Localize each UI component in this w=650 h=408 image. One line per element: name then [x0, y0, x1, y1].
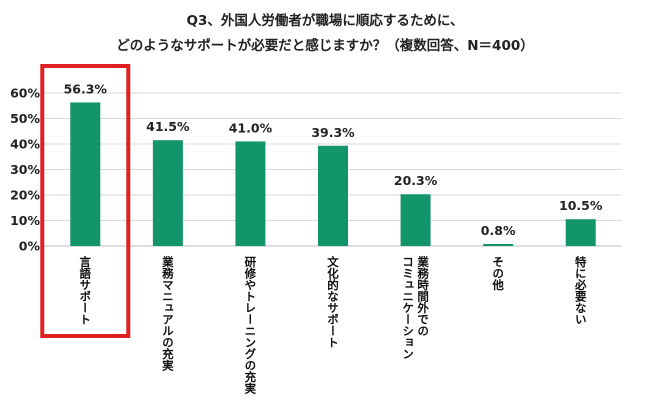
category-labels: 言語サポート 業務マニュアルの充実 研修やトレーニングの充実 文化的なサポート 業務時間…: [78, 255, 587, 395]
y-tick-label: 0%: [19, 239, 41, 254]
bar: [400, 194, 431, 246]
y-tick-label: 30%: [10, 162, 40, 177]
bar: [318, 145, 348, 246]
data-label: 41.0%: [229, 120, 273, 135]
chart-title: Q3、外国人労働者が職場に順応するために、 どのようなサポートが必要だと感じます…: [116, 12, 533, 54]
chart-title-line-2: どのようなサポートが必要だと感じますか？（複数回答、N＝400）: [116, 37, 533, 54]
bar: [235, 141, 266, 246]
chart-title-line-1: Q3、外国人労働者が職場に順応するために、: [187, 12, 464, 29]
y-tick-label: 10%: [10, 213, 40, 228]
y-tick-label: 20%: [10, 188, 40, 203]
y-tick-label: 60%: [10, 86, 40, 101]
y-tick-label: 50%: [10, 111, 40, 126]
category-label: 特に必要ない: [574, 255, 588, 325]
category-label: 業務マニュアルの充実: [161, 255, 175, 372]
category-label: 言語サポート: [78, 255, 92, 325]
category-label: 研修やトレーニングの充実: [243, 256, 257, 395]
category-label: 業務時間外での: [416, 255, 430, 336]
data-label: 41.5%: [146, 119, 190, 134]
category-label: コミュニケーション: [401, 256, 415, 360]
highlight-frame: [40, 64, 131, 338]
bars: [70, 102, 596, 246]
category-label: その他: [491, 256, 505, 291]
data-label: 10.5%: [559, 198, 603, 213]
data-label: 39.3%: [311, 125, 355, 140]
highlight-box: [40, 64, 131, 338]
data-label: 20.3%: [394, 173, 438, 188]
bar: [70, 102, 101, 246]
data-labels: 56.3% 41.5% 41.0% 39.3% 20.3% 0.8% 10.5%: [64, 81, 603, 238]
data-label: 0.8%: [481, 223, 516, 238]
data-label: 56.3%: [64, 81, 108, 96]
bar: [565, 219, 596, 246]
category-label: 文化的なサポート: [326, 255, 340, 348]
y-axis-tick-labels: 0% 10% 20% 30% 40% 50% 60%: [10, 86, 40, 254]
bar: [152, 140, 183, 246]
bar: [483, 243, 514, 246]
y-tick-label: 40%: [10, 137, 40, 152]
